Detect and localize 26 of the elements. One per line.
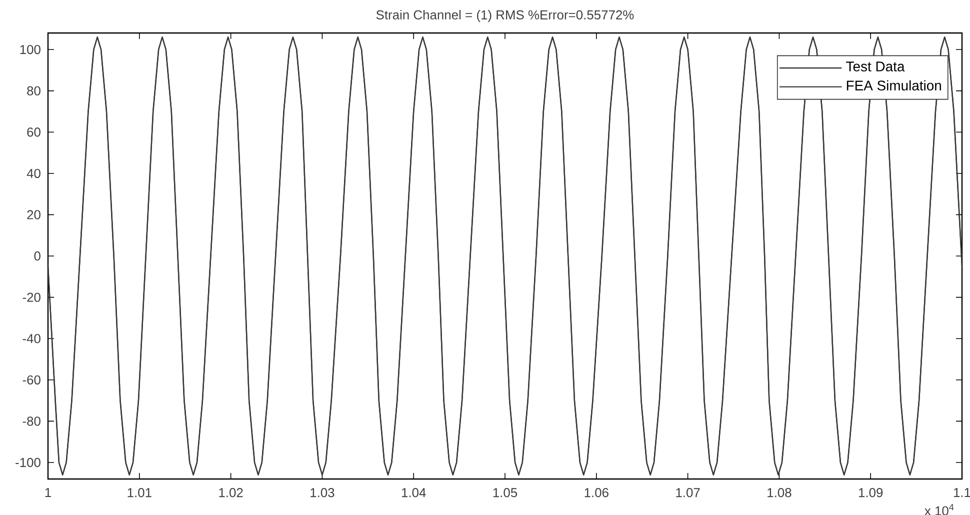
y-tick-label: -100: [16, 458, 40, 468]
x-tick-label: 1: [45, 488, 51, 497]
y-tick-label: -80: [22, 416, 40, 426]
x-tick-label: 1.06: [584, 488, 608, 498]
y-tick-label: 40: [26, 168, 40, 178]
x-tick-label: 1.07: [676, 488, 700, 498]
chart-title: Strain Channel = (1) RMS %Error=0.55772%: [376, 10, 634, 22]
x-tick-label: 1.03: [310, 488, 334, 498]
x-tick-label: 1.1: [954, 488, 970, 497]
x-tick-label: 1.08: [768, 488, 792, 498]
y-tick-label: 0: [34, 251, 40, 261]
x-tick-label: 1.01: [128, 488, 152, 498]
x-tick-label: 1.05: [493, 488, 518, 498]
x-tick-label: 1.04: [402, 488, 426, 498]
x-tick-label: 1.02: [219, 488, 243, 498]
y-tick-label: 80: [27, 86, 40, 96]
y-tick-label: -60: [22, 375, 40, 384]
y-tick-label: 20: [27, 210, 40, 220]
y-tick-label: 60: [27, 128, 40, 137]
y-tick-label: 100: [20, 44, 40, 54]
y-tick-label: -40: [22, 334, 40, 344]
legend-label: FEA Simulation: [846, 80, 941, 90]
legend-label: Test Data: [846, 62, 905, 72]
y-tick-label: -20: [22, 292, 40, 302]
x-tick-label: 1.09: [859, 488, 883, 498]
text: x 10$^{4}$: [924, 504, 954, 515]
